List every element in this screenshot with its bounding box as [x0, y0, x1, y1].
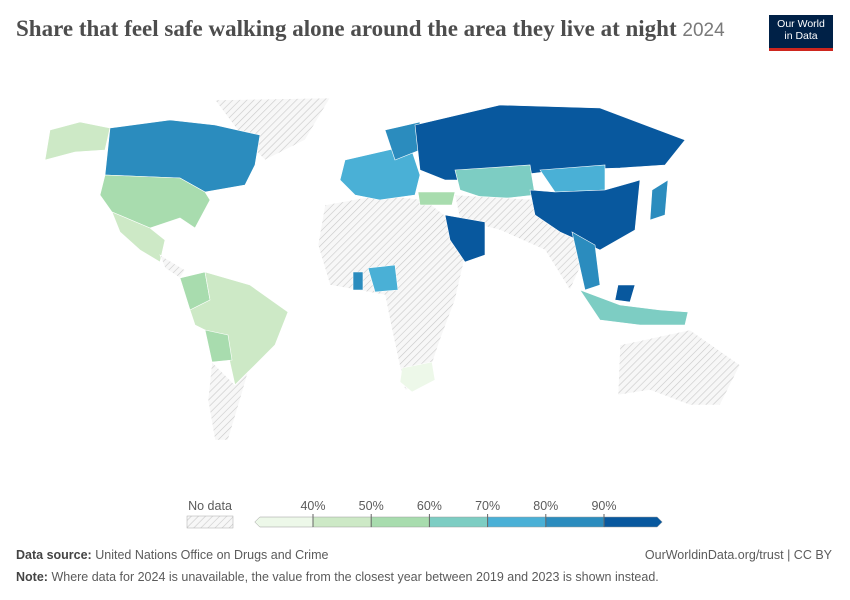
country[interactable] [617, 329, 741, 406]
country[interactable] [367, 264, 399, 293]
country[interactable] [159, 254, 186, 279]
note-label: Note: [16, 570, 48, 584]
country[interactable] [454, 164, 536, 201]
source-label: Data source: [16, 548, 92, 562]
legend-swatch [312, 516, 372, 528]
source: United Nations Office on Drugs and Crime [95, 548, 329, 562]
note: Where data for 2024 is unavailable, the … [51, 570, 659, 584]
country[interactable] [204, 329, 233, 363]
legend-swatch [603, 516, 663, 528]
logo-line: Our World [777, 18, 825, 30]
legend-tick-label: 70% [475, 499, 500, 513]
legend-swatch [370, 516, 430, 528]
legend-tick-label: 80% [533, 499, 558, 513]
country[interactable] [111, 211, 166, 263]
legend-swatch [545, 516, 605, 528]
no-data-swatch [186, 515, 234, 529]
chart-title: Share that feel safe walking alone aroun… [16, 16, 677, 41]
legend-swatch [429, 516, 488, 528]
country[interactable] [571, 231, 601, 291]
legend-tick-label: 40% [300, 499, 325, 513]
year: 2024 [682, 20, 725, 41]
country[interactable] [649, 179, 669, 221]
logo-line: in Data [784, 30, 818, 42]
country[interactable] [399, 361, 436, 393]
legend: No data 40% 50% 60% 70% 80% 90% [186, 499, 663, 529]
country[interactable] [539, 164, 606, 193]
country[interactable] [207, 361, 249, 441]
legend-swatch [254, 516, 314, 528]
countries [44, 97, 741, 441]
no-data-label: No data [188, 499, 232, 513]
country[interactable] [352, 271, 364, 291]
legend-tick-label: 60% [417, 499, 442, 513]
country[interactable] [614, 284, 636, 303]
license[interactable]: OurWorldinData.org/trust | CC BY [644, 548, 832, 562]
logo[interactable]: Our World in Data [769, 15, 833, 51]
note-line: Note: Where data for 2024 is unavailable… [16, 570, 659, 584]
country[interactable] [44, 121, 111, 161]
country[interactable] [414, 104, 686, 181]
country[interactable] [579, 289, 689, 326]
country[interactable] [444, 214, 486, 263]
legend-tick-label: 50% [359, 499, 384, 513]
legend-tick-label: 90% [591, 499, 616, 513]
source-line: Data source: United Nations Office on Dr… [16, 548, 328, 562]
country[interactable] [417, 191, 456, 206]
country[interactable] [99, 174, 211, 229]
title-block: Share that feel safe walking alone aroun… [16, 16, 725, 42]
legend-swatch [487, 516, 547, 528]
country[interactable] [529, 179, 641, 251]
